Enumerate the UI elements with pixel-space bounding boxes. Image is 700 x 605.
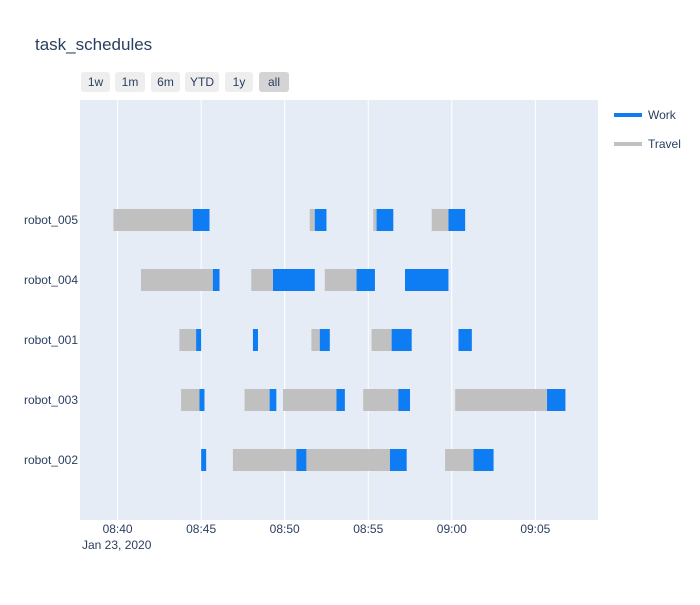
y-axis-tick-labels: robot_005 robot_004 robot_001 robot_003robo…: [24, 213, 78, 467]
x-tick-label: 08:45: [186, 522, 216, 536]
work-bar[interactable]: [389, 449, 407, 471]
work-bar[interactable]: [192, 209, 210, 231]
travel-bar[interactable]: [232, 449, 297, 471]
x-tick-label: 08:55: [353, 522, 383, 536]
range-button-bg: [115, 72, 145, 92]
travel-bar[interactable]: [431, 209, 449, 231]
range-button-bg: [185, 72, 219, 92]
range-button-label: 1m: [122, 75, 139, 89]
range-button-6m[interactable]: 6m: [151, 72, 180, 92]
travel-bar[interactable]: [244, 389, 270, 411]
work-bar[interactable]: [199, 389, 205, 411]
travel-bar[interactable]: [373, 209, 377, 231]
travel-bar[interactable]: [363, 389, 399, 411]
range-button-bg: [81, 72, 110, 92]
work-bar[interactable]: [448, 209, 466, 231]
travel-bar[interactable]: [179, 329, 197, 351]
x-tick-label: 08:40: [103, 522, 133, 536]
legend-label-travel[interactable]: Travel: [648, 137, 681, 151]
work-bar[interactable]: [196, 329, 202, 351]
travel-bar[interactable]: [283, 389, 337, 411]
range-button-1w[interactable]: 1w: [81, 72, 110, 92]
y-tick-label: robot_003: [24, 393, 78, 407]
travel-bar[interactable]: [445, 449, 474, 471]
x-tick-label: 09:00: [437, 522, 467, 536]
travel-bar[interactable]: [309, 209, 315, 231]
travel-bar[interactable]: [371, 329, 392, 351]
work-bar[interactable]: [391, 329, 412, 351]
x-tick-label: 08:50: [270, 522, 300, 536]
range-button-label: 1w: [88, 75, 104, 89]
travel-bar[interactable]: [251, 269, 273, 291]
legend: Work Travel: [614, 108, 681, 151]
work-bar[interactable]: [398, 389, 411, 411]
work-bar[interactable]: [201, 449, 207, 471]
work-bar[interactable]: [269, 389, 277, 411]
x-axis-date-label: Jan 23, 2020: [82, 538, 152, 552]
travel-bar[interactable]: [311, 329, 320, 351]
work-bar[interactable]: [319, 329, 330, 351]
range-button-ytd[interactable]: YTD: [185, 72, 219, 92]
work-bar[interactable]: [314, 209, 327, 231]
range-button-label: 6m: [157, 75, 174, 89]
travel-bar[interactable]: [181, 389, 200, 411]
y-tick-label: robot_004: [24, 273, 78, 287]
range-button-label: all: [268, 75, 280, 89]
task-bars: [113, 209, 566, 471]
work-bar[interactable]: [212, 269, 220, 291]
travel-bar[interactable]: [113, 209, 193, 231]
work-bar[interactable]: [296, 449, 307, 471]
travel-bar[interactable]: [140, 269, 213, 291]
work-bar[interactable]: [376, 209, 394, 231]
x-axis-tick-labels: 08:40 08:45 08:50 08:55 09:00 09:05: [103, 522, 551, 536]
range-button-bg: [225, 72, 253, 92]
range-button-1y[interactable]: 1y: [225, 72, 253, 92]
y-tick-label: robot_005: [24, 213, 78, 227]
work-bar[interactable]: [458, 329, 472, 351]
legend-label-work[interactable]: Work: [648, 108, 677, 122]
y-tick-label: robot_002: [24, 453, 78, 467]
work-bar[interactable]: [252, 329, 258, 351]
work-bar[interactable]: [336, 389, 345, 411]
travel-bar[interactable]: [324, 269, 357, 291]
work-bar[interactable]: [547, 389, 566, 411]
range-button-bg: [151, 72, 180, 92]
range-button-1m[interactable]: 1m: [115, 72, 145, 92]
work-bar[interactable]: [272, 269, 315, 291]
range-button-all[interactable]: all: [259, 72, 289, 92]
x-tick-label: 09:05: [520, 522, 550, 536]
range-button-bg: [259, 72, 289, 92]
work-bar[interactable]: [473, 449, 494, 471]
range-selector: 1w 1m 6m YTD 1y all: [81, 72, 289, 92]
range-button-label: 1y: [233, 75, 246, 89]
travel-bar[interactable]: [455, 389, 548, 411]
range-button-label: YTD: [190, 75, 214, 89]
work-bar[interactable]: [356, 269, 375, 291]
chart-title: task_schedules: [35, 35, 152, 54]
y-tick-label: robot_001: [24, 333, 78, 347]
work-bar[interactable]: [405, 269, 449, 291]
travel-bar[interactable]: [306, 449, 390, 471]
